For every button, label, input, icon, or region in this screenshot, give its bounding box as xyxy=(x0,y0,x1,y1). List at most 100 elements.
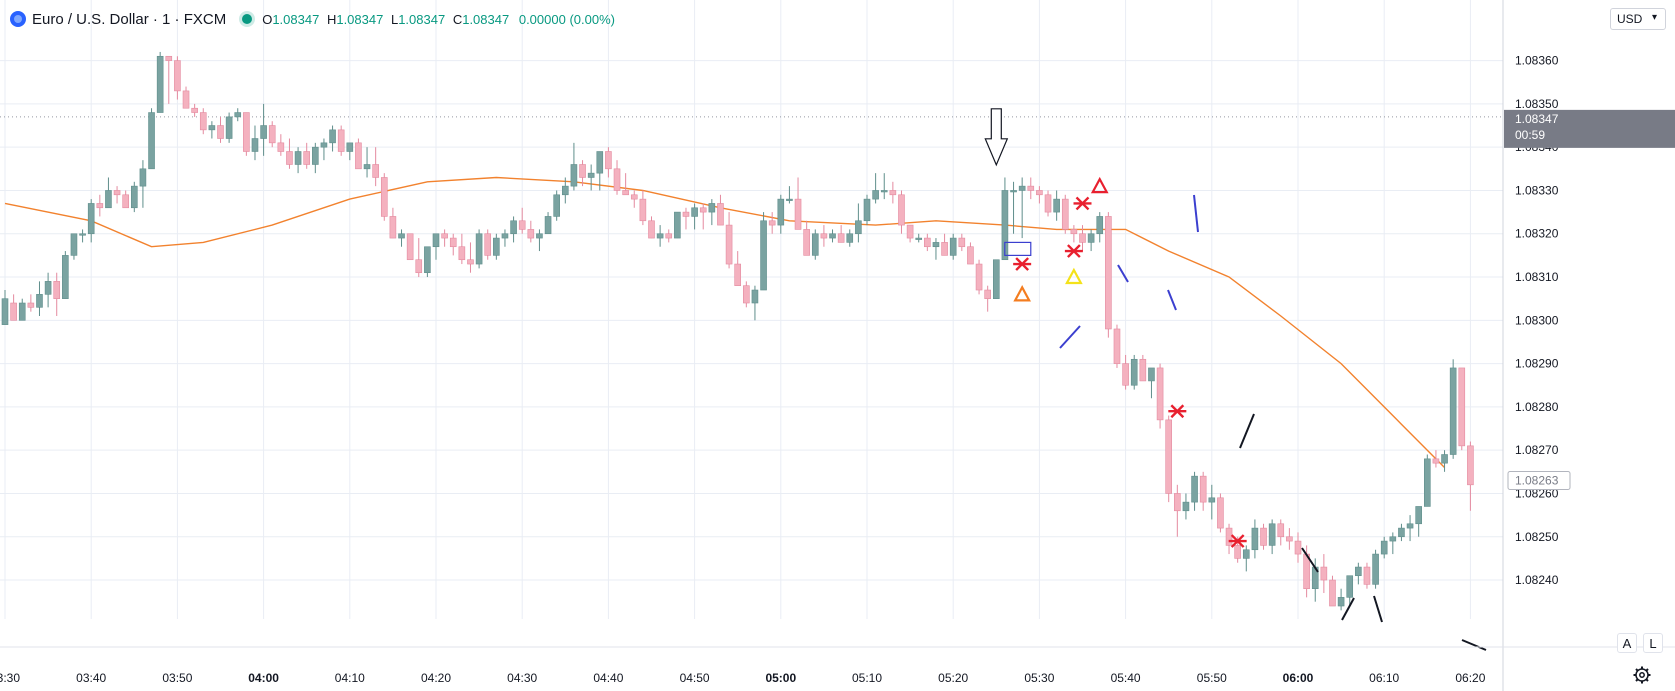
trend-line-drawing xyxy=(1117,264,1129,283)
x-tick-label: 05:10 xyxy=(852,671,882,685)
gear-icon[interactable] xyxy=(1633,666,1651,684)
candle-body xyxy=(811,233,819,256)
auto-scale-button[interactable]: A xyxy=(1617,633,1637,653)
candle-body xyxy=(148,112,155,170)
candle-body xyxy=(958,237,966,248)
symbol-legend[interactable]: Euro / U.S. Dollar · 1 · FXCM O1.08347 H… xyxy=(10,8,615,30)
candle-body xyxy=(1182,501,1190,512)
candle-body xyxy=(553,194,560,217)
candle-body xyxy=(1174,493,1181,512)
candle-body xyxy=(898,194,905,226)
candle-body xyxy=(44,281,52,295)
candle-body xyxy=(518,220,526,230)
candle-body xyxy=(967,246,974,265)
candle-body xyxy=(113,190,121,196)
candle-body xyxy=(622,190,629,196)
candle-body xyxy=(458,246,466,261)
symbol-title[interactable]: Euro / U.S. Dollar · 1 · FXCM xyxy=(32,10,227,28)
current-price-label: 1.08347 xyxy=(1515,112,1559,126)
candle-body xyxy=(389,216,397,239)
candle-body xyxy=(536,233,543,239)
candle-body xyxy=(975,263,983,291)
candle-body xyxy=(579,164,586,178)
candle-body xyxy=(1234,545,1241,559)
currency-label: USD xyxy=(1617,12,1643,26)
candle-body xyxy=(1372,553,1379,585)
x-tick-label: 04:00 xyxy=(248,671,279,685)
candle-body xyxy=(62,255,69,299)
x-tick-label: 05:30 xyxy=(1024,671,1054,685)
candles-layer xyxy=(1,51,1474,611)
x-tick-label: 04:30 xyxy=(507,671,537,685)
x-tick-label: 05:50 xyxy=(1197,671,1227,685)
candle-body xyxy=(208,125,216,131)
current-price-badge-bg xyxy=(1504,109,1675,148)
candle-body xyxy=(1139,358,1147,382)
candle-body xyxy=(613,168,621,191)
candle-body xyxy=(889,190,897,196)
candle-body xyxy=(1346,575,1354,598)
candle-body xyxy=(510,220,517,235)
candle-body xyxy=(191,107,198,113)
candle-body xyxy=(949,237,957,256)
candle-body xyxy=(1001,190,1009,261)
candle-body xyxy=(932,242,940,248)
candle-body xyxy=(1337,597,1345,607)
candle-body xyxy=(182,90,190,109)
log-scale-button[interactable]: L xyxy=(1643,633,1663,653)
star-marker xyxy=(1230,534,1245,548)
forex-flag-icon xyxy=(10,11,26,27)
candle-body xyxy=(1070,229,1078,235)
candle-body xyxy=(260,125,267,139)
candle-body xyxy=(527,229,535,239)
candle-body xyxy=(1061,198,1069,230)
countdown-label: 00:59 xyxy=(1515,128,1545,142)
candle-body xyxy=(1156,367,1164,421)
star-marker xyxy=(1067,244,1081,258)
candle-body xyxy=(656,233,664,239)
candle-body xyxy=(70,233,78,256)
x-tick-label: 03:30 xyxy=(0,671,20,685)
candle-body xyxy=(363,164,371,170)
candle-body xyxy=(156,55,164,113)
candle-body xyxy=(648,220,655,239)
y-tick-label: 1.08330 xyxy=(1515,183,1559,197)
candle-body xyxy=(1105,216,1112,330)
candle-body xyxy=(1415,506,1422,525)
candle-body xyxy=(1286,536,1293,542)
candle-body xyxy=(225,116,233,139)
candle-body xyxy=(1208,497,1216,503)
drawings-layer[interactable] xyxy=(984,108,1487,651)
candle-body xyxy=(630,194,638,200)
candle-body xyxy=(1130,358,1138,386)
candle-body xyxy=(1027,185,1035,191)
highlight-price-label: 1.08263 xyxy=(1515,473,1559,487)
y-tick-label: 1.08270 xyxy=(1515,443,1559,457)
candle-body xyxy=(743,285,750,304)
x-tick-label: 04:10 xyxy=(335,671,365,685)
candle-body xyxy=(829,233,836,239)
ohlc-values: O1.08347 H1.08347 L1.08347 C1.08347 0.00… xyxy=(262,12,615,27)
candle-body xyxy=(18,302,26,321)
candle-body xyxy=(906,224,914,239)
currency-button[interactable]: USD ▾ xyxy=(1610,8,1666,30)
candle-body xyxy=(794,198,802,230)
candle-body xyxy=(751,289,759,304)
x-tick-label: 03:50 xyxy=(162,671,192,685)
candle-body xyxy=(217,125,224,139)
change-value: 0.00000 (0.00%) xyxy=(518,11,615,27)
candle-body xyxy=(122,194,129,209)
candle-body xyxy=(398,233,405,239)
candle-body xyxy=(312,146,319,165)
candle-body xyxy=(1329,579,1336,607)
candle-body xyxy=(424,246,431,274)
open-label: O xyxy=(262,11,273,27)
candle-body xyxy=(1242,549,1250,559)
candle-body xyxy=(105,190,112,209)
candle-body xyxy=(1355,566,1362,577)
candle-body xyxy=(199,112,207,131)
close-value: 1.08347 xyxy=(462,11,510,27)
candle-body xyxy=(605,151,612,170)
